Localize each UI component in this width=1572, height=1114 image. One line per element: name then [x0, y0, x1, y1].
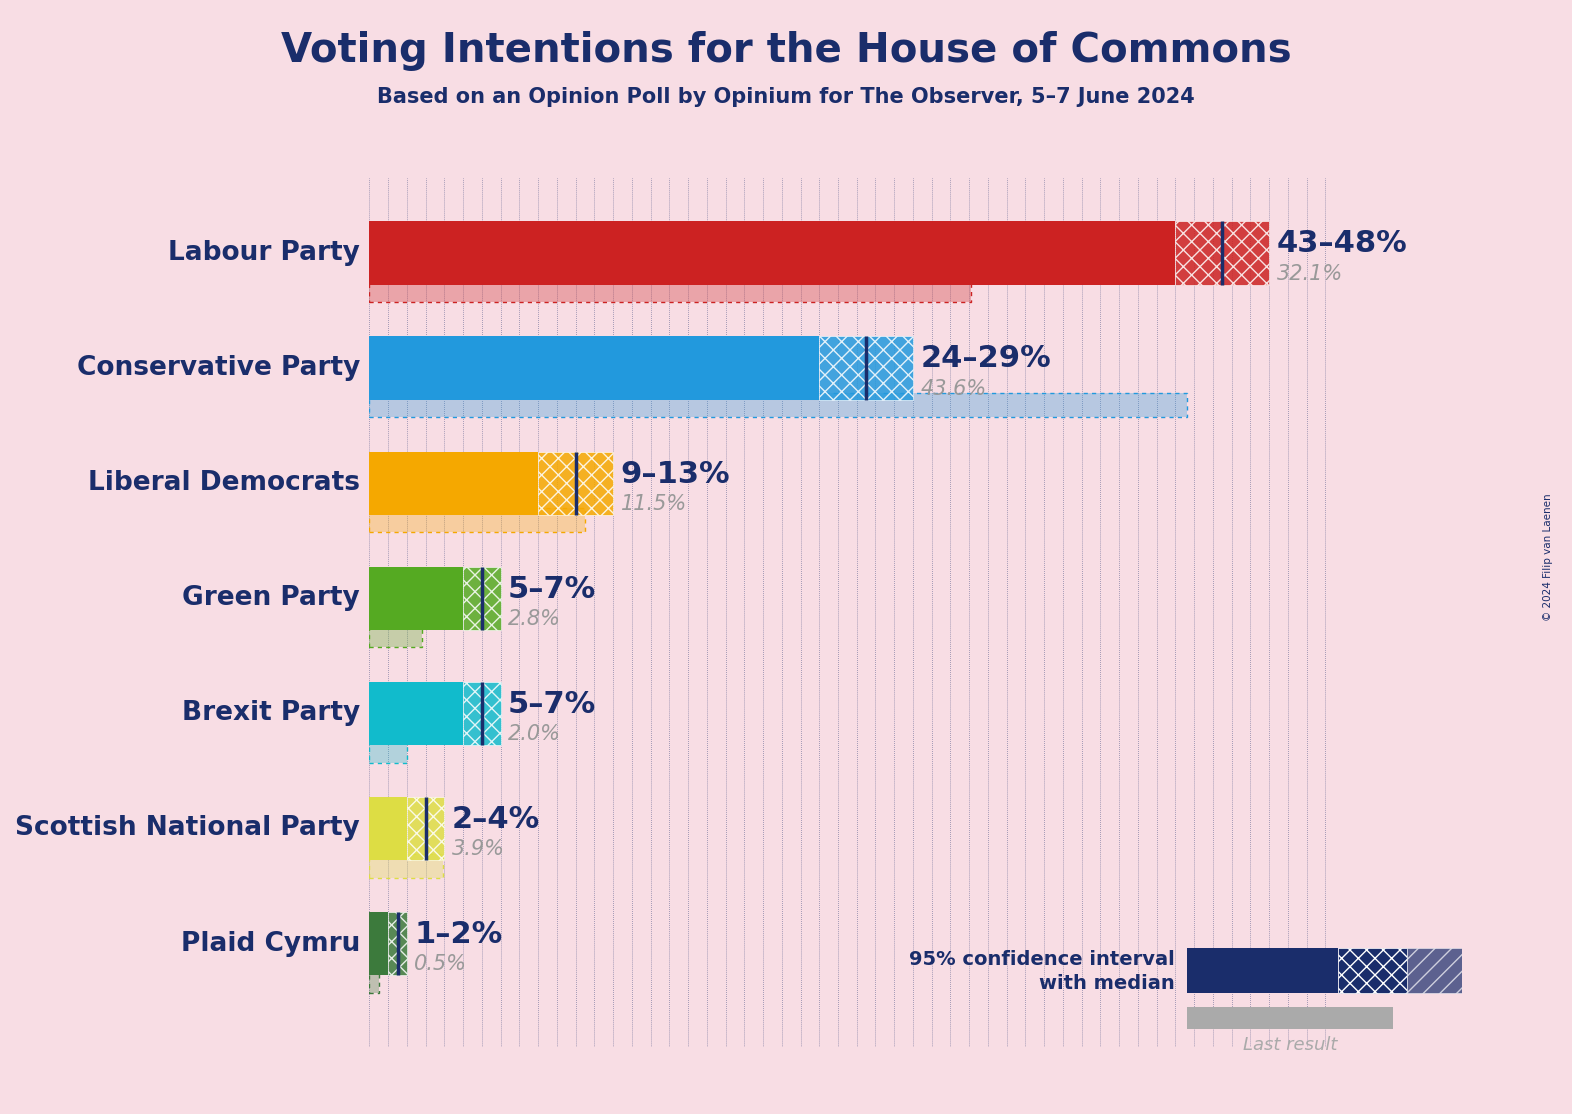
Text: with median: with median: [1039, 974, 1174, 994]
Bar: [1176, 222, 1269, 285]
Bar: [369, 912, 388, 975]
Bar: [369, 853, 443, 878]
Bar: [369, 222, 1176, 285]
Text: 2.0%: 2.0%: [508, 724, 561, 744]
Bar: [369, 278, 971, 302]
Bar: [1187, 1007, 1393, 1029]
Text: Labour Party: Labour Party: [168, 240, 360, 266]
Text: 3.9%: 3.9%: [451, 839, 505, 859]
Text: Last result: Last result: [1243, 1036, 1338, 1054]
Bar: [369, 739, 407, 763]
Bar: [538, 451, 613, 515]
Bar: [1407, 948, 1462, 993]
Text: 43–48%: 43–48%: [1276, 229, 1407, 258]
Text: 43.6%: 43.6%: [921, 379, 987, 399]
Text: 0.5%: 0.5%: [415, 955, 467, 975]
Text: 95% confidence interval: 95% confidence interval: [909, 950, 1174, 969]
Text: Brexit Party: Brexit Party: [182, 701, 360, 726]
Bar: [369, 682, 464, 745]
Bar: [369, 969, 379, 993]
Bar: [388, 912, 407, 975]
Text: 5–7%: 5–7%: [508, 575, 596, 604]
Bar: [369, 969, 379, 993]
Bar: [369, 797, 407, 860]
Text: 9–13%: 9–13%: [621, 459, 731, 489]
Bar: [369, 508, 585, 532]
Text: 2.8%: 2.8%: [508, 609, 561, 629]
Text: 1–2%: 1–2%: [415, 920, 503, 949]
Bar: [1338, 948, 1407, 993]
Text: Based on an Opinion Poll by Opinium for The Observer, 5–7 June 2024: Based on an Opinion Poll by Opinium for …: [377, 87, 1195, 107]
Text: Green Party: Green Party: [182, 585, 360, 612]
Bar: [369, 336, 819, 400]
Bar: [369, 393, 1187, 418]
Text: Scottish National Party: Scottish National Party: [16, 815, 360, 841]
Bar: [369, 739, 407, 763]
Text: 24–29%: 24–29%: [921, 344, 1052, 373]
Text: Voting Intentions for the House of Commons: Voting Intentions for the House of Commo…: [281, 31, 1291, 71]
Text: © 2024 Filip van Laenen: © 2024 Filip van Laenen: [1544, 494, 1553, 620]
Text: 32.1%: 32.1%: [1276, 264, 1342, 284]
Bar: [369, 624, 421, 647]
Text: Plaid Cymru: Plaid Cymru: [181, 930, 360, 957]
Bar: [407, 797, 445, 860]
Bar: [369, 853, 443, 878]
Text: 11.5%: 11.5%: [621, 494, 687, 514]
Text: Liberal Democrats: Liberal Democrats: [88, 470, 360, 496]
Bar: [369, 393, 1187, 418]
Text: 2–4%: 2–4%: [451, 804, 541, 833]
Bar: [819, 336, 913, 400]
Text: 5–7%: 5–7%: [508, 690, 596, 719]
Bar: [464, 682, 500, 745]
Bar: [1187, 948, 1338, 993]
Bar: [369, 278, 971, 302]
Bar: [464, 567, 500, 629]
Bar: [369, 508, 585, 532]
Text: Conservative Party: Conservative Party: [77, 355, 360, 381]
Bar: [369, 567, 464, 629]
Bar: [369, 451, 538, 515]
Bar: [369, 624, 421, 647]
